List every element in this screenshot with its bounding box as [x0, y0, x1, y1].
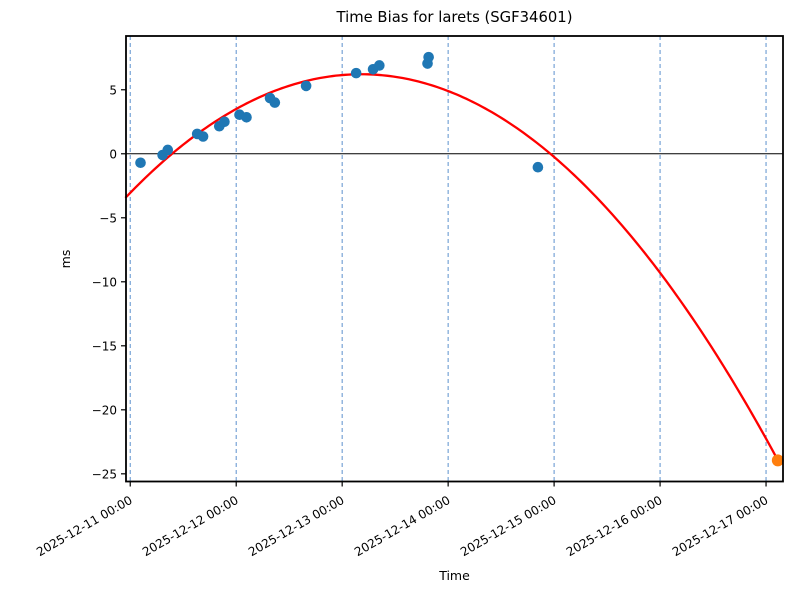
y-tick-label: 5	[109, 83, 117, 97]
scatter-point	[135, 157, 146, 169]
x-tick-label: 2025-12-16 00:00	[564, 493, 665, 559]
scatter-point	[532, 161, 544, 173]
chart-title: Time Bias for larets (SGF34601)	[336, 9, 573, 26]
y-tick-label: 0	[109, 147, 117, 161]
scatter-point	[241, 111, 252, 123]
scatter-layer	[135, 51, 784, 467]
x-tick-label: 2025-12-14 00:00	[352, 493, 453, 559]
x-axis-label: Time	[438, 568, 470, 583]
y-tick-label: −10	[92, 275, 117, 289]
fit-curve-layer	[124, 73, 779, 462]
scatter-point	[374, 60, 385, 71]
y-tick-label: −15	[92, 339, 117, 353]
gridlines-layer	[129, 36, 767, 482]
scatter-point	[423, 51, 434, 63]
scatter-point	[219, 116, 230, 128]
scatter-point	[350, 67, 362, 79]
x-tick-label: 2025-12-11 00:00	[34, 493, 135, 559]
y-axis-label: ms	[58, 250, 73, 269]
scatter-point	[162, 144, 174, 156]
x-tick-label: 2025-12-13 00:00	[246, 493, 347, 559]
scatter-point	[197, 131, 209, 142]
x-tick-label: 2025-12-15 00:00	[458, 493, 559, 559]
x-tick-label: 2025-12-12 00:00	[140, 493, 241, 559]
quadratic-fit	[124, 73, 779, 462]
plot-border	[125, 35, 784, 483]
y-tick-label: −25	[92, 467, 117, 481]
x-tick-label: 2025-12-17 00:00	[670, 493, 771, 559]
y-tick-label: −20	[92, 403, 117, 417]
y-tick-label: −5	[99, 211, 117, 225]
axes-layer	[125, 35, 784, 483]
scatter-point	[269, 97, 281, 108]
scatter-point	[300, 80, 312, 92]
ticks-layer: 2025-12-11 00:00 2025-12-12 00:00 2025-12-…	[34, 83, 770, 559]
prediction-point	[771, 454, 784, 467]
